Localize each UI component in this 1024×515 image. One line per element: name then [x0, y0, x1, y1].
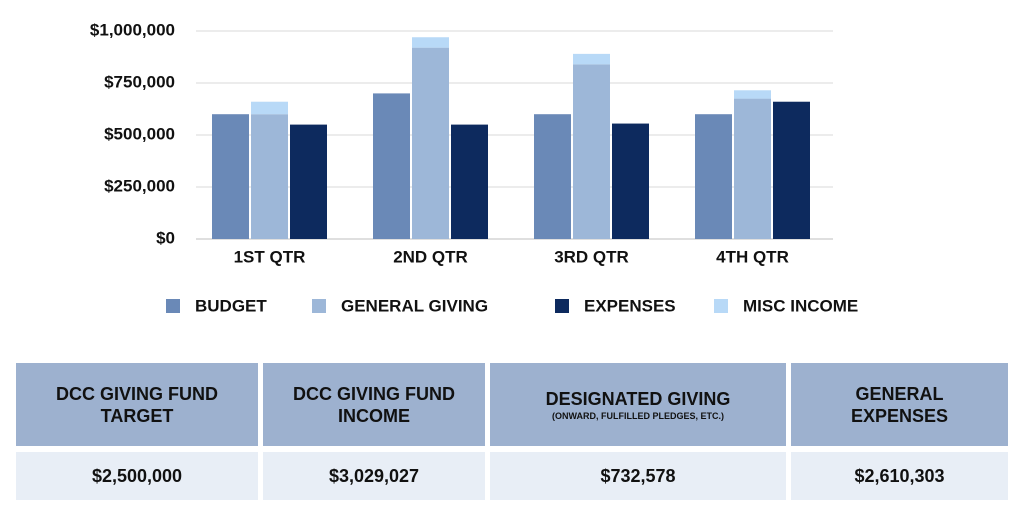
bar: [212, 114, 249, 239]
bar: [695, 114, 732, 239]
legend-swatch: [166, 299, 180, 313]
chart: $0 $250,000 $500,000 $750,000 $1,000,000 1ST …: [90, 20, 858, 315]
legend-swatch: [714, 299, 728, 313]
legend-label: GENERAL GIVING: [341, 296, 488, 315]
table-header: DCC GIVING FUND INCOME: [263, 363, 485, 446]
table-header: DESIGNATED GIVING (ONWARD, FULFILLED PLED…: [490, 363, 786, 446]
bar: [451, 124, 488, 239]
x-tick-label: 3RD QTR: [554, 247, 629, 266]
bar: [290, 124, 327, 239]
bar: [612, 123, 649, 239]
y-tick-label: $1,000,000: [90, 20, 175, 39]
bar: [734, 90, 771, 99]
bar: [573, 53, 610, 65]
header-note: (ONWARD, FULFILLED PLEDGES, ETC.): [552, 410, 724, 421]
y-tick-label: $500,000: [104, 124, 175, 143]
table-cell: $3,029,027: [263, 452, 485, 500]
x-tick-label: 1ST QTR: [234, 247, 306, 266]
y-tick-label: $0: [156, 228, 175, 247]
table-header: DCC GIVING FUND TARGET: [16, 363, 258, 446]
bar: [534, 114, 571, 239]
legend-label: EXPENSES: [584, 296, 676, 315]
bar: [251, 101, 288, 115]
bar: [412, 37, 449, 48]
table-header: GENERAL EXPENSES: [791, 363, 1008, 446]
bar: [734, 98, 771, 239]
x-tick-label: 2ND QTR: [393, 247, 468, 266]
bar: [573, 64, 610, 239]
table-cell: $732,578: [490, 452, 786, 500]
y-tick-label: $250,000: [104, 176, 175, 195]
legend-swatch: [555, 299, 569, 313]
table-cell: $2,500,000: [16, 452, 258, 500]
header-text: DESIGNATED GIVING: [545, 388, 731, 409]
legend-label: BUDGET: [195, 296, 267, 315]
x-tick-label: 4TH QTR: [716, 247, 789, 266]
y-tick-label: $750,000: [104, 72, 175, 91]
bar: [373, 93, 410, 240]
bar: [251, 114, 288, 239]
legend-label: MISC INCOME: [743, 296, 858, 315]
bar: [412, 47, 449, 239]
table-cell: $2,610,303: [791, 452, 1008, 500]
bar: [773, 101, 810, 239]
legend-swatch: [312, 299, 326, 313]
